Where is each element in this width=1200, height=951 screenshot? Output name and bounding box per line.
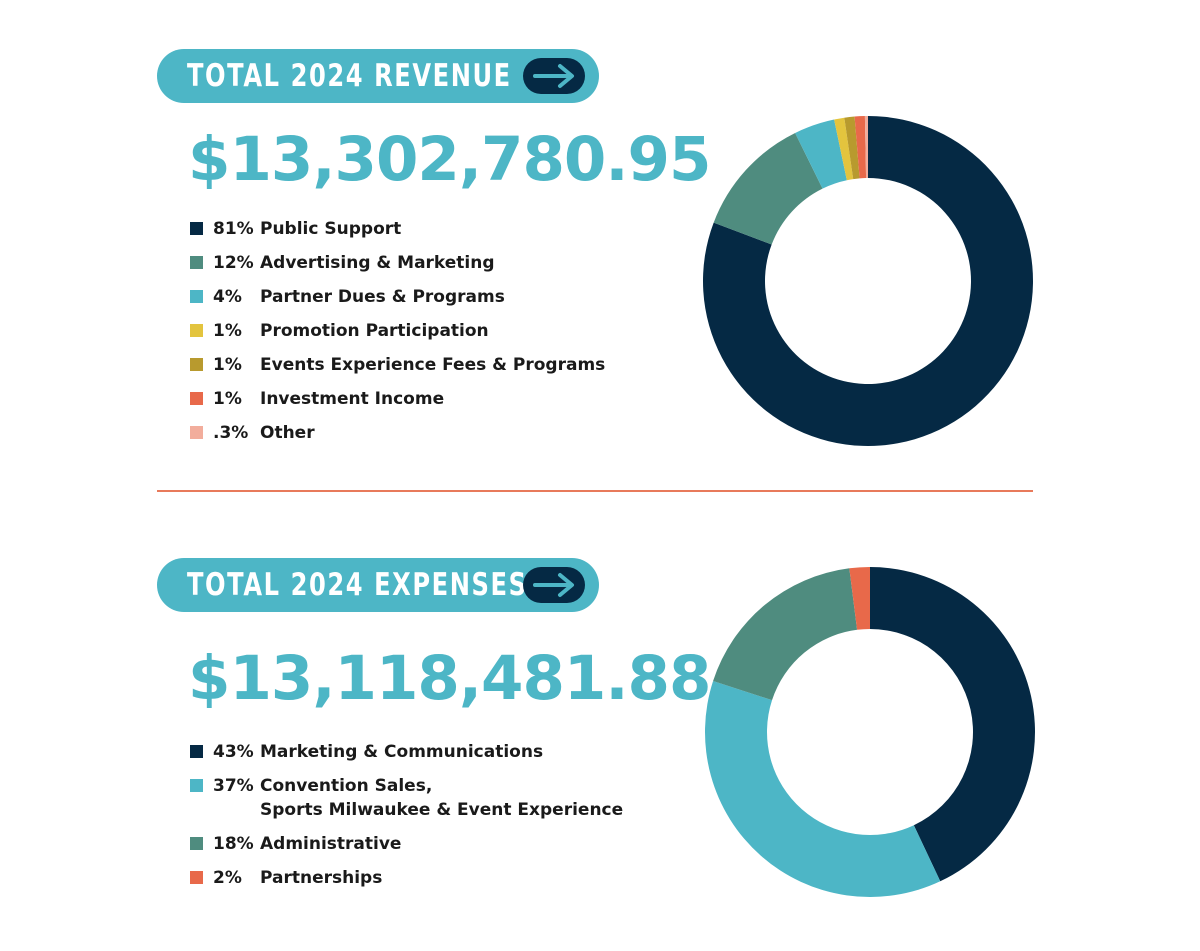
legend-swatch (190, 358, 203, 371)
legend-swatch (190, 392, 203, 405)
legend-label: Events Experience Fees & Programs (260, 353, 605, 377)
expenses-donut-slice (849, 567, 870, 630)
legend-label-line: Administrative (260, 834, 402, 854)
expenses-donut-slice (705, 681, 941, 897)
legend-percent: 1% (213, 321, 242, 341)
legend-percent: 1% (213, 355, 242, 375)
legend-percent: 81% (213, 219, 254, 239)
revenue-donut-slice (713, 132, 823, 245)
revenue-donut-slice (844, 116, 860, 180)
legend-percent: .3% (213, 423, 249, 443)
legend-label-line: Partner Dues & Programs (260, 287, 505, 307)
legend-label-line: Marketing & Communications (260, 742, 544, 762)
legend-label: Partner Dues & Programs (260, 285, 505, 309)
legend-label: Public Support (260, 217, 401, 241)
revenue-donut-slice (834, 117, 854, 181)
legend-percent: 18% (213, 834, 254, 854)
revenue-section: TOTAL 2024 REVENUE $13,302,780.95 81% Pub… (157, 49, 1033, 446)
arrow-right-icon (523, 567, 585, 603)
expenses-donut-chart (705, 567, 1035, 897)
revenue-donut-chart (703, 116, 1033, 446)
legend-percent: 4% (213, 287, 242, 307)
revenue-donut-slice (854, 116, 867, 179)
legend-label-line: Convention Sales, (260, 776, 433, 796)
legend-label-line: Other (260, 423, 315, 443)
legend-label-line: Public Support (260, 219, 402, 239)
legend-swatch (190, 290, 203, 303)
legend-swatch (190, 256, 203, 269)
revenue-donut-slice (864, 116, 868, 179)
legend-label-line: Promotion Participation (260, 321, 489, 341)
legend-swatch (190, 745, 203, 758)
legend-swatch (190, 324, 203, 337)
legend-label: Partnerships (260, 866, 382, 890)
legend-label-line: Investment Income (260, 389, 445, 409)
legend-swatch (190, 779, 203, 792)
legend-swatch (190, 222, 203, 235)
legend-swatch (190, 426, 203, 439)
revenue-heading-pill: TOTAL 2024 REVENUE (157, 49, 599, 103)
legend-label: Convention Sales, Sports Milwaukee & Even… (260, 774, 623, 822)
legend-label-line: Sports Milwaukee & Event Experience (260, 800, 624, 820)
legend-label: Advertising & Marketing (260, 251, 495, 275)
legend-percent: 2% (213, 868, 242, 888)
legend-percent: 37% (213, 776, 254, 796)
legend-percent: 1% (213, 389, 242, 409)
legend-label: Administrative (260, 832, 401, 856)
revenue-amount: $13,302,780.95 (188, 124, 711, 195)
legend-label: Promotion Participation (260, 319, 489, 343)
expenses-heading: TOTAL 2024 EXPENSES (187, 567, 528, 603)
legend-percent: 12% (213, 253, 254, 273)
expenses-donut-slice (870, 567, 1035, 882)
legend-label-line: Events Experience Fees & Programs (260, 355, 606, 375)
legend-label: Marketing & Communications (260, 740, 543, 764)
legend-label: Other (260, 421, 315, 445)
section-divider (157, 490, 1033, 492)
revenue-donut-slice (795, 119, 847, 189)
expenses-section: TOTAL 2024 EXPENSES $13,118,481.88 43% Ma… (0, 505, 1200, 951)
legend-percent: 43% (213, 742, 254, 762)
legend-swatch (190, 871, 203, 884)
revenue-heading: TOTAL 2024 REVENUE (187, 58, 512, 94)
revenue-donut-slice (703, 116, 1033, 446)
legend-label: Investment Income (260, 387, 444, 411)
legend-label-line: Partnerships (260, 868, 383, 888)
expenses-heading-pill: TOTAL 2024 EXPENSES (157, 558, 599, 612)
expenses-amount: $13,118,481.88 (188, 643, 711, 714)
legend-label-line: Advertising & Marketing (260, 253, 495, 273)
expenses-donut-slice (713, 568, 858, 701)
arrow-right-icon (523, 58, 585, 94)
legend-swatch (190, 837, 203, 850)
